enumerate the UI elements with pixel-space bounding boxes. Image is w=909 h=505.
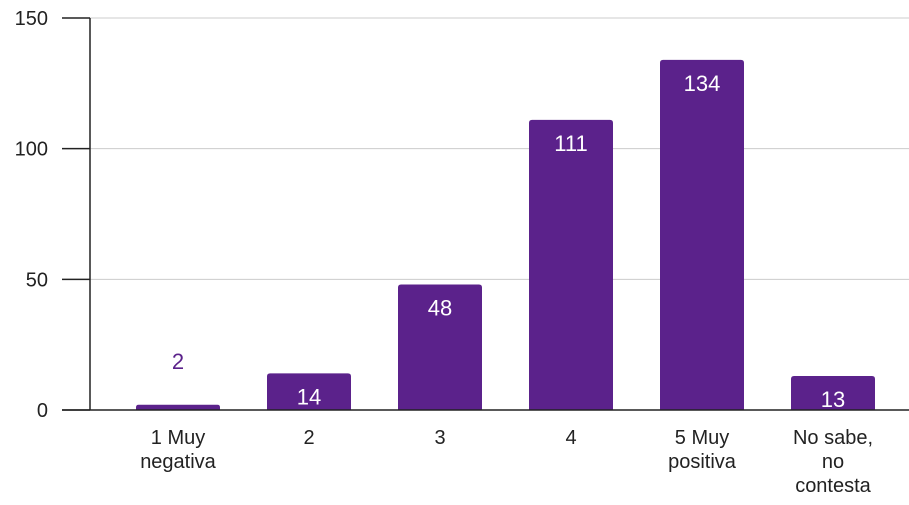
bar-value-label: 111	[554, 131, 587, 156]
x-category-label-line: positiva	[668, 451, 737, 473]
x-category-label-line: 3	[434, 427, 445, 449]
y-tick-label: 50	[26, 269, 48, 291]
bar	[267, 373, 351, 410]
y-axis-ticks: 0 50 100 150	[15, 8, 90, 422]
x-category-label: 3	[434, 427, 445, 449]
x-category-label: 2	[303, 427, 314, 449]
bar-value-label: 48	[428, 296, 452, 321]
bar-value-label: 14	[297, 384, 321, 409]
gridlines	[90, 17, 909, 280]
bar	[791, 376, 875, 410]
axes	[62, 18, 909, 411]
y-tick-label: 100	[15, 139, 48, 161]
bar	[660, 59, 744, 411]
x-category-label-line: No sabe,	[793, 427, 873, 449]
bar-value-label: 2	[172, 349, 184, 374]
x-category-label: 5 Muy positiva	[668, 427, 737, 473]
bar	[529, 119, 613, 411]
x-category-label-line: 4	[565, 427, 576, 449]
x-category-label: 1 Muy negativa	[140, 427, 216, 473]
x-category-label-line: 1 Muy	[151, 427, 205, 449]
bars: 2 14 48 111 134 13	[136, 59, 875, 412]
x-category-label-line: contesta	[795, 475, 871, 497]
bar	[398, 284, 482, 410]
y-tick-label: 150	[15, 8, 48, 30]
x-category-label-line: negativa	[140, 451, 216, 473]
x-axis-category-labels: 1 Muy negativa 2 3 4 5 Muy positiva No sabe, no c…	[140, 427, 873, 497]
bar-value-label: 134	[684, 71, 721, 96]
x-category-label-line: no	[822, 451, 844, 473]
x-category-label-line: 5 Muy	[675, 427, 729, 449]
y-tick-label: 0	[37, 400, 48, 422]
x-category-label-line: 2	[303, 427, 314, 449]
bar-value-label: 13	[821, 387, 845, 412]
bar	[136, 404, 220, 410]
x-category-label: No sabe, no contesta	[793, 427, 873, 497]
x-category-label: 4	[565, 427, 576, 449]
